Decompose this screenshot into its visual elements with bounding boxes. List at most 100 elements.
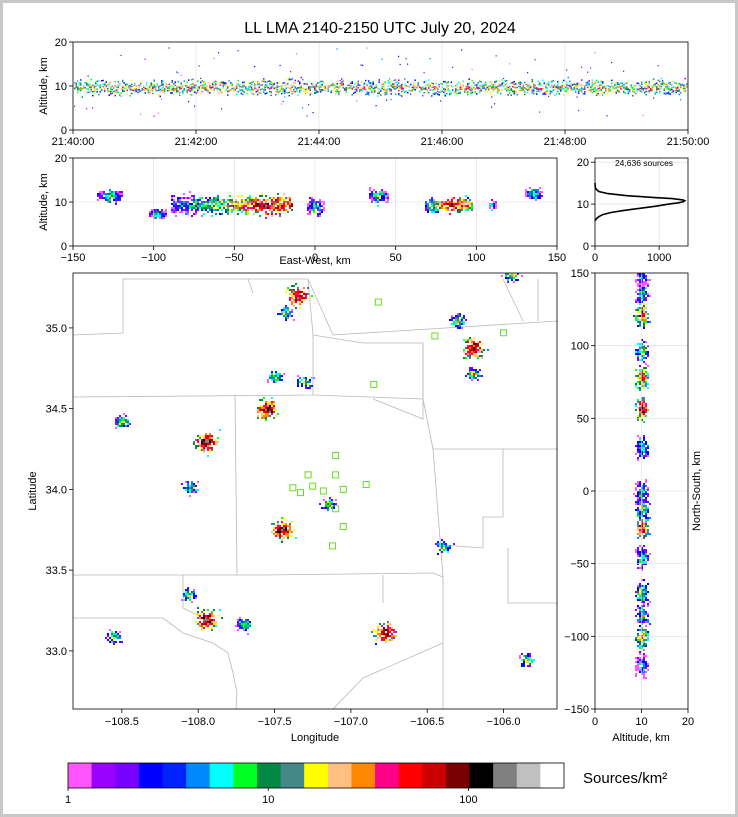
source-cell	[261, 207, 263, 209]
source-point	[146, 88, 148, 90]
source-cell	[227, 213, 229, 215]
source-cell	[291, 531, 293, 533]
source-point	[462, 84, 464, 87]
source-cell	[455, 317, 457, 319]
source-point	[476, 87, 478, 89]
source-cell	[163, 211, 165, 213]
source-point	[621, 82, 623, 85]
source-cell	[219, 213, 221, 215]
source-point	[330, 84, 332, 86]
source-cell	[271, 373, 273, 375]
source-point	[675, 91, 677, 94]
source-point	[558, 87, 560, 89]
source-cell	[285, 197, 287, 199]
source-point	[276, 89, 278, 91]
source-point	[498, 83, 500, 86]
source-point	[230, 84, 232, 87]
source-cell	[309, 197, 311, 199]
source-point	[677, 82, 679, 85]
source-cell	[271, 411, 273, 413]
source-point	[495, 86, 497, 89]
source-cell	[427, 211, 429, 213]
source-cell	[175, 205, 177, 207]
source-cell	[279, 537, 281, 539]
source-point	[515, 86, 517, 89]
source-point	[627, 88, 629, 91]
source-point	[194, 86, 196, 89]
source-cell	[461, 199, 463, 201]
source-cell	[471, 375, 473, 377]
source-point	[194, 91, 196, 93]
source-point	[582, 88, 584, 90]
source-point	[87, 75, 89, 77]
source-cell	[377, 195, 379, 197]
source-point	[593, 88, 595, 90]
source-cell	[243, 207, 245, 209]
source-cell	[191, 215, 193, 217]
source-point	[666, 92, 668, 94]
source-point	[162, 86, 164, 88]
source-point	[131, 89, 133, 91]
source-point	[657, 84, 659, 86]
source-cell	[279, 531, 281, 533]
source-point	[611, 61, 613, 64]
source-point	[422, 94, 424, 97]
source-cell	[427, 209, 429, 211]
source-cell	[111, 195, 113, 197]
source-cell	[265, 403, 267, 405]
source-point	[423, 91, 425, 94]
source-cell	[257, 205, 259, 207]
source-cell	[533, 195, 535, 197]
source-point	[231, 83, 233, 85]
source-point	[551, 85, 553, 87]
source-point	[632, 85, 634, 88]
source-point	[234, 86, 236, 89]
source-point	[323, 80, 325, 83]
source-point	[255, 87, 257, 90]
source-cell	[435, 205, 437, 207]
source-cell	[201, 439, 203, 441]
source-point	[357, 82, 359, 85]
source-point	[197, 89, 199, 92]
source-point	[212, 83, 214, 85]
source-cell	[297, 287, 299, 289]
source-cell	[261, 209, 263, 211]
source-point	[78, 88, 80, 90]
source-cell	[439, 203, 441, 205]
source-cell	[195, 439, 197, 441]
source-cell	[473, 337, 475, 339]
source-cell	[329, 503, 331, 505]
source-point	[555, 92, 557, 95]
source-point	[140, 81, 142, 83]
source-point	[557, 82, 559, 84]
source-point	[597, 85, 599, 88]
source-cell	[473, 343, 475, 345]
source-cell	[183, 209, 185, 211]
source-cell	[379, 195, 381, 197]
source-cell	[297, 375, 299, 377]
source-point	[171, 92, 173, 95]
source-cell	[477, 371, 479, 373]
source-point	[459, 83, 461, 86]
source-point	[581, 89, 583, 91]
source-point	[623, 70, 625, 72]
source-cell	[475, 349, 477, 351]
source-point	[120, 88, 122, 90]
source-point	[590, 90, 592, 92]
source-cell	[243, 209, 245, 211]
source-point	[351, 88, 353, 90]
source-point	[509, 63, 511, 65]
source-point	[87, 90, 89, 93]
source-cell	[457, 315, 459, 317]
source-cell	[157, 213, 159, 215]
source-cell	[267, 205, 269, 207]
source-cell	[211, 199, 213, 201]
source-cell	[453, 203, 455, 205]
source-cell	[311, 209, 313, 211]
source-cell	[279, 203, 281, 205]
source-point	[675, 82, 677, 85]
source-cell	[187, 207, 189, 209]
source-point	[588, 84, 590, 87]
source-point	[281, 103, 283, 105]
source-point	[659, 86, 661, 89]
